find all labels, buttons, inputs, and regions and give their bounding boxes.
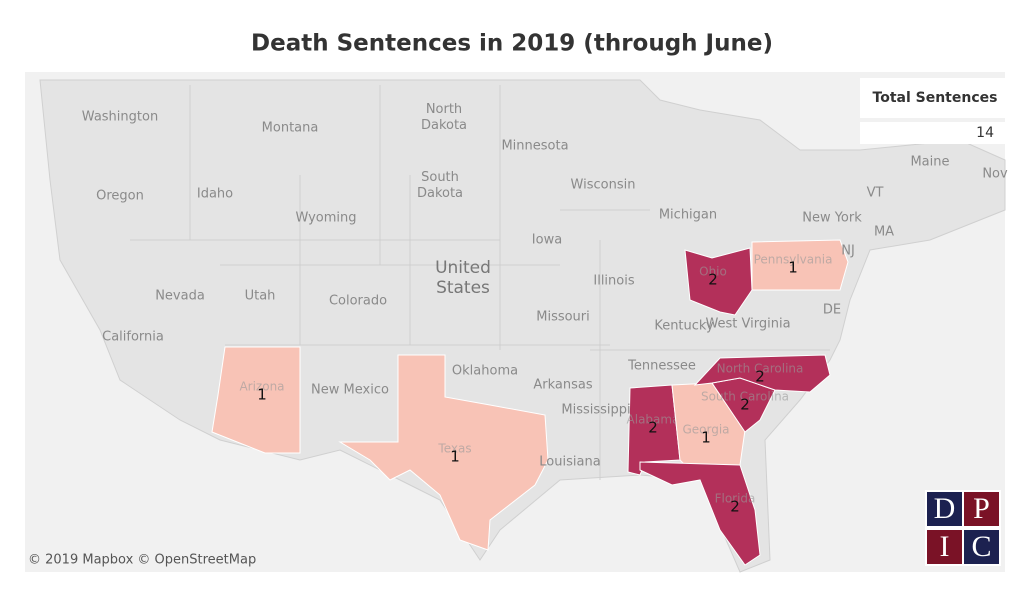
state-label: United States	[435, 258, 491, 298]
state-shape	[338, 354, 549, 551]
state-label: New Mexico	[311, 383, 389, 398]
state-shape	[211, 346, 301, 454]
state-label: Colorado	[329, 294, 387, 309]
state-value: 1	[788, 259, 798, 277]
state-name: Florida	[715, 492, 756, 506]
logo: D PI C	[925, 490, 1001, 566]
logo-cell	[964, 530, 999, 564]
state-name: Arizona	[239, 380, 284, 394]
state-label: VT	[867, 186, 884, 201]
state-label: Idaho	[197, 187, 233, 202]
attribution: © 2019 Mapbox © OpenStreetMap	[28, 553, 256, 568]
state-label: Nevada	[155, 289, 205, 304]
logo-letter: C	[971, 530, 991, 563]
base-labels: Washington Montana North Dakota Minnesota Ore…	[82, 102, 1008, 470]
state-label: Maine	[910, 155, 949, 170]
state-value: 2	[740, 396, 750, 414]
state-label: Oklahoma	[452, 364, 518, 379]
state-label: Oregon	[96, 189, 144, 204]
state-name: Texas	[437, 442, 471, 456]
legend-box	[860, 78, 1005, 118]
state-label: Louisiana	[539, 455, 600, 470]
state-value: 2	[730, 498, 740, 516]
state-label: North Dakota	[421, 102, 467, 133]
state-label: Mississippi	[561, 403, 630, 418]
state-label: Montana	[262, 121, 319, 136]
states: Arizona1Texas1Ohio2Pennsylvania1Alabama2…	[211, 239, 849, 566]
state-label: West Virginia	[705, 317, 790, 332]
state-label: Nov	[982, 167, 1008, 182]
state-name: Pennsylvania	[754, 253, 833, 267]
state-label: Utah	[245, 289, 276, 304]
state-value: 1	[257, 386, 267, 404]
logo-letter: P	[973, 492, 990, 525]
state-label: Minnesota	[501, 139, 568, 154]
state-name: North Carolina	[717, 362, 804, 376]
state-name: Georgia	[682, 423, 729, 437]
state-label: New York	[802, 211, 862, 226]
state-label: Wisconsin	[571, 178, 636, 193]
legend-value: 14	[976, 125, 994, 141]
state-label: Tennessee	[627, 359, 696, 374]
state-label: DE	[823, 303, 841, 318]
state-value: 1	[450, 448, 460, 466]
legend-value-box	[860, 122, 1005, 144]
state-label: MA	[874, 225, 894, 240]
state-name: Ohio	[699, 265, 727, 279]
state-shape	[751, 239, 849, 291]
state-borders	[130, 85, 830, 480]
logo-cell	[927, 492, 962, 526]
state-label: NJ	[841, 244, 855, 259]
state-shape	[639, 461, 761, 566]
logo-cell	[927, 530, 962, 564]
state-label: Iowa	[532, 233, 562, 248]
state-label: Kentucky	[654, 319, 714, 334]
state-shape	[693, 354, 831, 393]
state-label: Missouri	[536, 310, 590, 325]
state-name: Alabama	[627, 413, 680, 427]
state-shape	[684, 247, 753, 316]
state-label: Arkansas	[533, 378, 592, 393]
state-label: Washington	[82, 110, 158, 125]
state-value: 2	[708, 271, 718, 289]
state-label: Wyoming	[295, 211, 356, 226]
state-value: 2	[755, 368, 765, 386]
title: Death Sentences in 2019 (through June)	[251, 31, 773, 57]
state-label: South Dakota	[417, 170, 463, 201]
logo-cell	[964, 492, 999, 526]
logo-letter: I	[940, 530, 950, 563]
state-label: Michigan	[659, 208, 717, 223]
state-value: 2	[648, 419, 658, 437]
logo-letter: D	[934, 492, 956, 525]
state-value: 1	[701, 429, 711, 447]
state-label: Illinois	[593, 274, 634, 289]
state-name: South Carolina	[701, 390, 789, 404]
legend-title: Total Sentences	[873, 90, 998, 106]
state-label: California	[102, 330, 164, 345]
